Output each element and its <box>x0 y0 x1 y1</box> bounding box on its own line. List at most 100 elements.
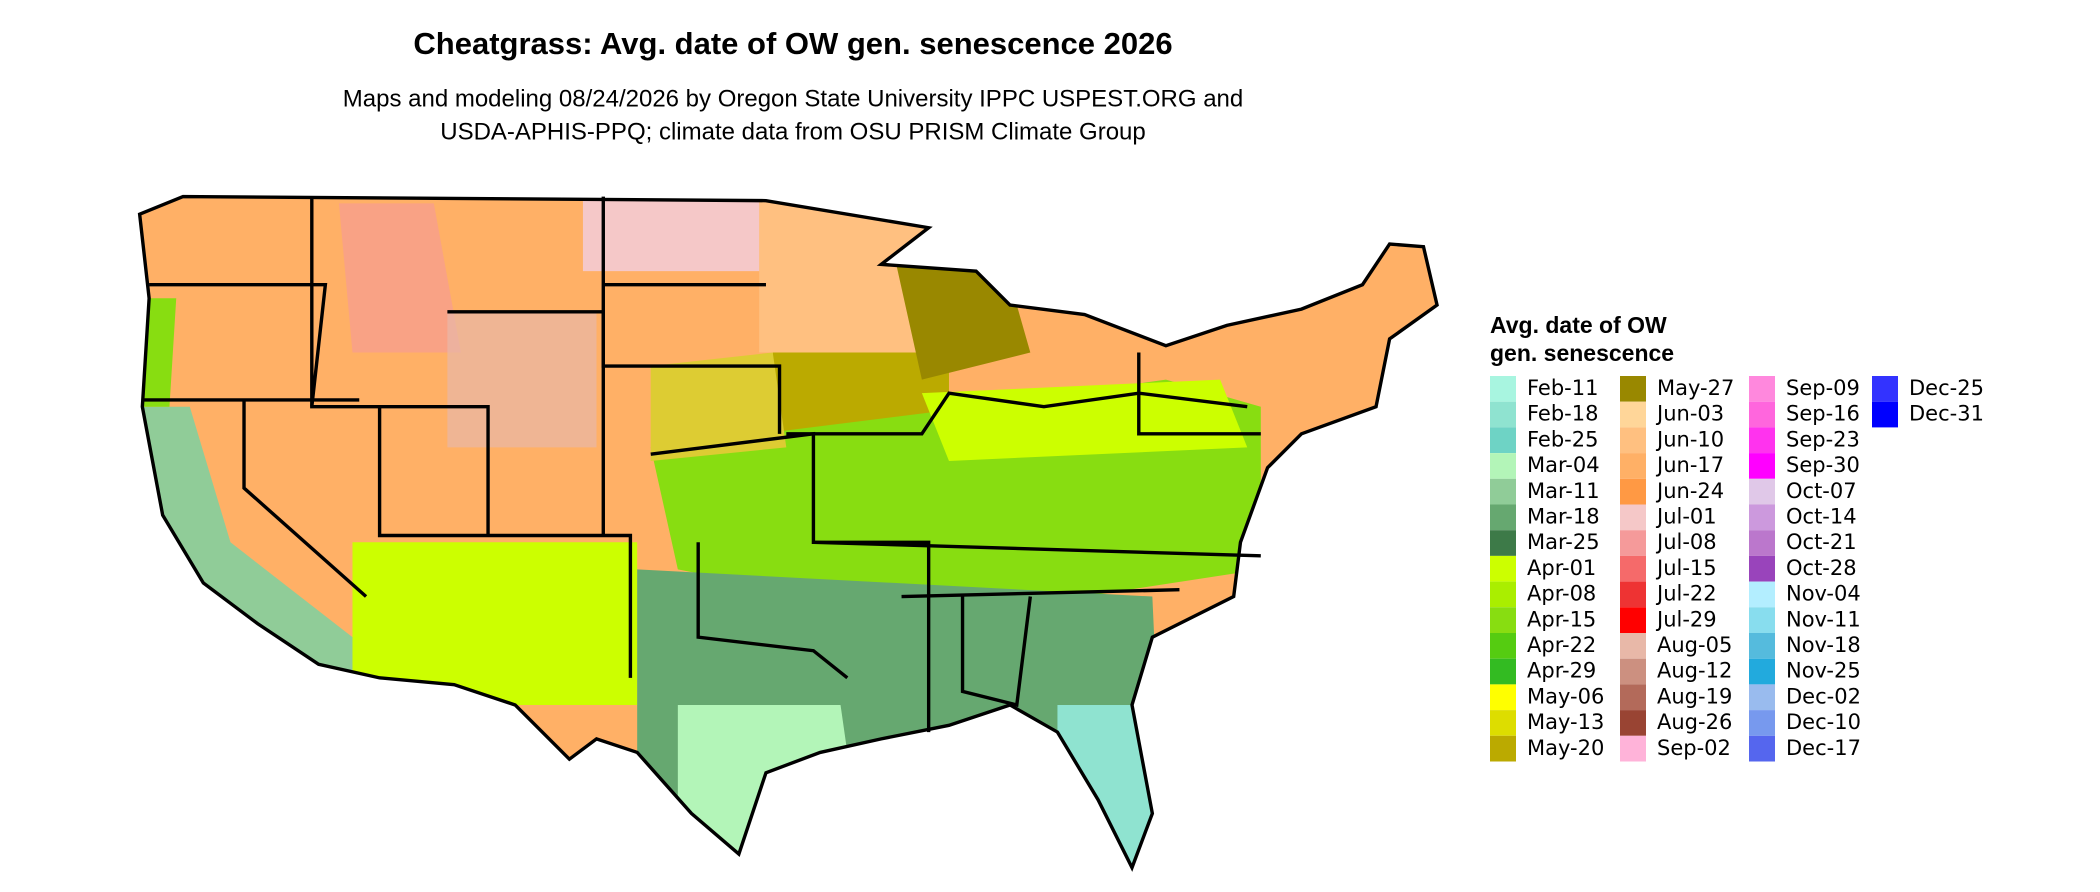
legend-swatch <box>1749 607 1775 633</box>
map-subtitle: USDA-APHIS-PPQ; climate data from OSU PR… <box>440 118 1146 145</box>
legend-label: Jul-29 <box>1655 607 1717 631</box>
legend-swatch <box>1749 453 1775 479</box>
legend-swatch <box>1749 684 1775 711</box>
legend-label: Jun-10 <box>1655 427 1724 451</box>
legend-swatch <box>1749 376 1775 402</box>
map-subtitle: Maps and modeling 08/24/2026 by Oregon S… <box>343 85 1243 112</box>
legend-label: Dec-17 <box>1786 736 1861 760</box>
legend-swatch <box>1490 607 1516 633</box>
legend-label: Apr-22 <box>1527 633 1596 657</box>
legend-swatch <box>1620 555 1646 582</box>
legend-swatch <box>1749 478 1775 505</box>
legend-label: Oct-07 <box>1786 479 1857 503</box>
legend-label: Jul-08 <box>1655 530 1717 554</box>
legend-swatch <box>1490 504 1516 531</box>
legend-label: Dec-10 <box>1786 710 1861 734</box>
legend-label: Aug-05 <box>1657 633 1732 657</box>
legend-swatch <box>1749 735 1775 762</box>
legend-swatch <box>1872 401 1898 428</box>
legend-swatch <box>1620 684 1646 711</box>
legend-label: May-20 <box>1527 736 1604 760</box>
legend-label: Jun-17 <box>1655 453 1724 477</box>
legend-swatch <box>1490 633 1516 659</box>
legend-label: Feb-18 <box>1527 402 1598 426</box>
legend-label: Nov-11 <box>1786 607 1861 631</box>
legend-swatch <box>1749 530 1775 556</box>
legend-label: Dec-25 <box>1909 376 1984 400</box>
legend-label: Jun-24 <box>1655 479 1724 503</box>
legend-swatch <box>1490 376 1516 402</box>
legend-label: Mar-11 <box>1527 479 1600 503</box>
legend: Feb-11Feb-18Feb-25Mar-04Mar-11Mar-18Mar-… <box>1490 376 1984 762</box>
legend-title: Avg. date of OW <box>1490 312 1667 338</box>
legend-swatch <box>1620 710 1646 736</box>
legend-label: Jul-22 <box>1655 582 1717 606</box>
legend-label: Aug-12 <box>1657 659 1732 683</box>
legend-swatch <box>1620 401 1646 428</box>
legend-swatch <box>1749 658 1775 685</box>
legend-swatch <box>1749 555 1775 582</box>
legend-swatch <box>1620 504 1646 531</box>
legend-swatch <box>1490 427 1516 454</box>
legend-swatch <box>1490 710 1516 736</box>
legend-swatch <box>1490 453 1516 479</box>
legend-label: Mar-25 <box>1527 530 1600 554</box>
legend-swatch <box>1749 633 1775 659</box>
legend-label: Sep-16 <box>1786 402 1860 426</box>
legend-swatch <box>1749 710 1775 736</box>
legend-label: Aug-26 <box>1657 710 1732 734</box>
legend-label: Dec-02 <box>1786 684 1861 708</box>
legend-label: Apr-15 <box>1527 607 1596 631</box>
legend-label: Feb-11 <box>1527 376 1598 400</box>
legend-label: May-06 <box>1527 684 1604 708</box>
legend-label: Nov-18 <box>1786 633 1861 657</box>
legend-label: Mar-04 <box>1527 453 1600 477</box>
legend-label: Dec-31 <box>1909 402 1984 426</box>
legend-label: May-27 <box>1657 376 1734 400</box>
legend-label: Nov-04 <box>1786 582 1861 606</box>
legend-swatch <box>1620 735 1646 762</box>
legend-label: Apr-01 <box>1527 556 1596 580</box>
legend-swatch <box>1620 376 1646 402</box>
legend-swatch <box>1749 401 1775 428</box>
legend-swatch <box>1749 427 1775 454</box>
legend-swatch <box>1490 555 1516 582</box>
legend-label: Aug-19 <box>1657 684 1732 708</box>
legend-swatch <box>1620 658 1646 685</box>
legend-label: Nov-25 <box>1786 659 1861 683</box>
legend-swatch <box>1620 478 1646 505</box>
legend-label: Mar-18 <box>1527 505 1600 529</box>
legend-label: Jul-01 <box>1655 505 1717 529</box>
legend-swatch <box>1490 684 1516 711</box>
legend-swatch <box>1620 607 1646 633</box>
legend-label: Apr-08 <box>1527 582 1596 606</box>
legend-label: May-13 <box>1527 710 1604 734</box>
legend-swatch <box>1749 504 1775 531</box>
legend-swatch <box>1749 581 1775 608</box>
legend-label: Jun-03 <box>1655 402 1724 426</box>
legend-label: Sep-09 <box>1786 376 1860 400</box>
legend-swatch <box>1620 633 1646 659</box>
legend-label: Oct-21 <box>1786 530 1857 554</box>
legend-label: Sep-30 <box>1786 453 1860 477</box>
map <box>137 194 1439 872</box>
legend-label: Feb-25 <box>1527 427 1598 451</box>
legend-label: Oct-28 <box>1786 556 1857 580</box>
legend-label: Jul-15 <box>1655 556 1717 580</box>
legend-swatch <box>1620 581 1646 608</box>
legend-swatch <box>1490 401 1516 428</box>
map-title: Cheatgrass: Avg. date of OW gen. senesce… <box>413 26 1172 61</box>
legend-label: Oct-14 <box>1786 505 1857 529</box>
legend-swatch <box>1872 376 1898 402</box>
legend-title: gen. senescence <box>1490 340 1674 366</box>
legend-swatch <box>1490 581 1516 608</box>
legend-label: Sep-02 <box>1657 736 1731 760</box>
legend-label: Apr-29 <box>1527 659 1596 683</box>
legend-swatch <box>1620 530 1646 556</box>
legend-swatch <box>1620 427 1646 454</box>
legend-swatch <box>1620 453 1646 479</box>
legend-swatch <box>1490 735 1516 762</box>
legend-swatch <box>1490 530 1516 556</box>
legend-label: Sep-23 <box>1786 427 1860 451</box>
